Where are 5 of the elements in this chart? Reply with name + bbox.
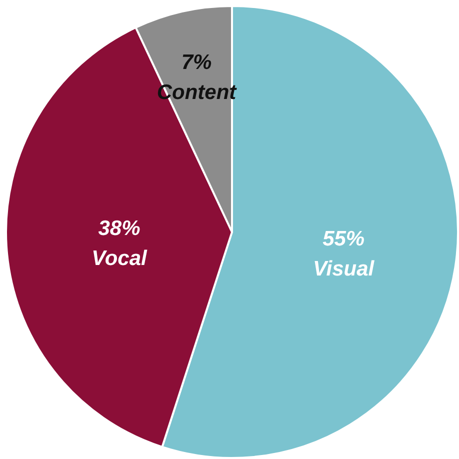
data-label: 55%: [322, 228, 365, 251]
slice-label: Visual: [313, 258, 376, 281]
slice-label: Vocal: [92, 247, 148, 270]
data-label: 7%: [181, 51, 212, 74]
data-label: 38%: [98, 217, 141, 240]
